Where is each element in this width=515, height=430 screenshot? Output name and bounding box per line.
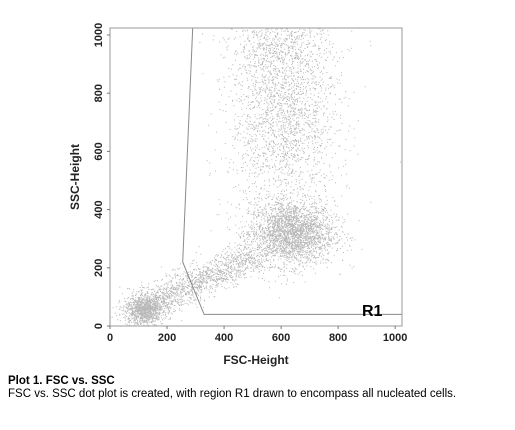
caption-text: FSC vs. SSC dot plot is created, with re… — [8, 388, 457, 400]
x-tick-label: 1000 — [383, 332, 407, 344]
dot-cloud-points — [111, 28, 401, 327]
x-axis-ticks: 0 200 400 600 800 1000 — [107, 326, 407, 344]
x-tick-label: 800 — [329, 332, 347, 344]
y-tick-label: 600 — [93, 142, 105, 160]
plot-frame — [109, 27, 403, 327]
x-tick-label: 600 — [272, 332, 290, 344]
y-tick-label: 200 — [93, 259, 105, 277]
y-tick-label: 0 — [93, 323, 105, 329]
x-tick-label: 0 — [107, 332, 113, 344]
plot-area-background — [110, 28, 402, 326]
y-axis-ticks: 0 200 400 600 800 1000 — [93, 23, 110, 329]
x-tick-label: 200 — [158, 332, 176, 344]
dot-cloud — [111, 28, 401, 327]
y-tick-label: 1000 — [93, 23, 105, 47]
fsc-ssc-dot-plot: 0 200 400 600 800 1000 0 200 400 600 800 1000 FSC-… — [68, 23, 407, 367]
y-tick-label: 400 — [93, 200, 105, 218]
caption-title: Plot 1. FSC vs. SSC — [8, 375, 115, 387]
figure-caption: Plot 1. FSC vs. SSC FSC vs. SSC dot plot… — [8, 375, 508, 401]
y-tick-label: 800 — [93, 84, 105, 102]
region-r1-label: R1 — [362, 303, 383, 320]
x-tick-label: 400 — [215, 332, 233, 344]
y-axis-label: SSC-Height — [68, 144, 82, 210]
x-axis-label: FSC-Height — [223, 353, 288, 367]
